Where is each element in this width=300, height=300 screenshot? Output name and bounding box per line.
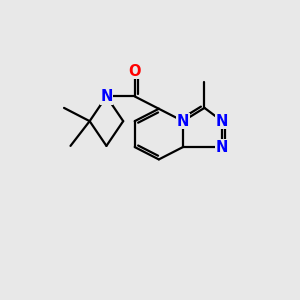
Text: N: N — [216, 140, 228, 154]
Text: N: N — [100, 89, 112, 104]
Text: N: N — [177, 114, 189, 129]
Text: O: O — [128, 64, 141, 79]
Text: N: N — [216, 114, 228, 129]
